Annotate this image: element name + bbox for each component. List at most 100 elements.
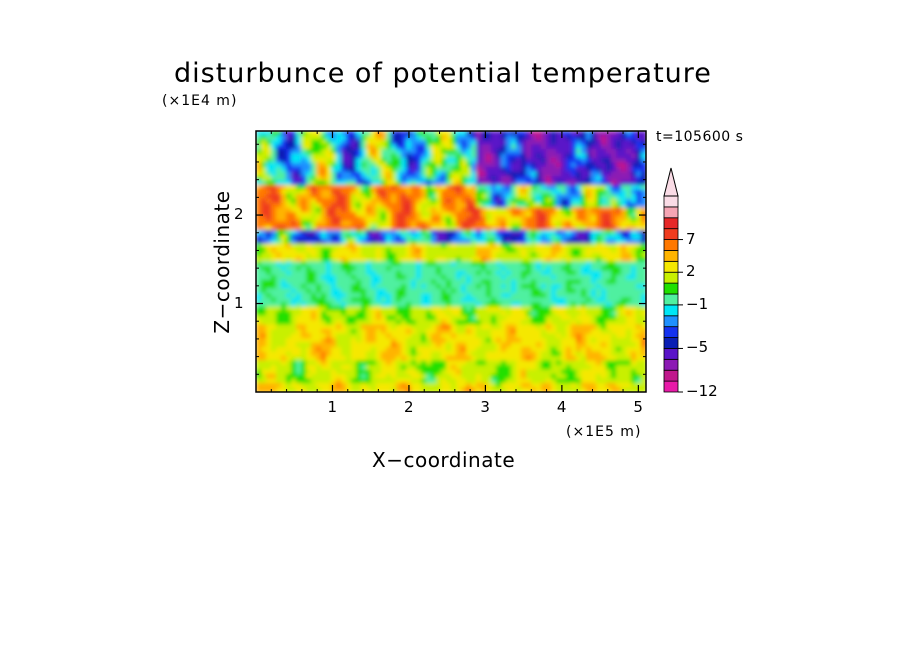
field-cell: [556, 378, 562, 384]
field-cell: [606, 194, 612, 200]
field-cell: [626, 347, 632, 353]
field-cell: [581, 176, 587, 182]
field-cell: [611, 324, 617, 330]
field-cell: [551, 162, 557, 168]
field-cell: [311, 302, 317, 308]
field-cell: [641, 311, 646, 317]
field-cell: [411, 216, 417, 222]
field-cell: [621, 207, 627, 213]
field-cell: [266, 284, 272, 290]
field-cell: [451, 230, 457, 236]
field-cell: [276, 171, 282, 177]
field-cell: [396, 270, 402, 276]
field-cell: [501, 275, 507, 281]
field-cell: [431, 306, 437, 312]
field-cell: [391, 270, 397, 276]
field-cell: [471, 194, 477, 200]
field-cell: [561, 365, 567, 371]
field-cell: [436, 302, 442, 308]
field-cell: [286, 252, 292, 258]
field-cell: [291, 167, 297, 173]
field-cell: [471, 270, 477, 276]
field-cell: [511, 315, 517, 321]
field-cell: [566, 252, 572, 258]
field-cell: [641, 378, 646, 384]
field-cell: [371, 374, 377, 380]
field-cell: [431, 180, 437, 186]
field-cell: [291, 185, 297, 191]
field-cell: [511, 387, 517, 392]
field-cell: [321, 185, 327, 191]
field-cell: [346, 234, 352, 240]
field-cell: [286, 212, 292, 218]
field-cell: [496, 324, 502, 330]
field-cell: [286, 266, 292, 272]
field-cell: [456, 311, 462, 317]
field-cell: [626, 383, 632, 389]
field-cell: [396, 207, 402, 213]
field-cell: [271, 320, 277, 326]
field-cell: [486, 252, 492, 258]
field-cell: [311, 140, 317, 146]
field-cell: [401, 270, 407, 276]
field-cell: [631, 167, 637, 173]
field-cell: [616, 198, 622, 204]
field-cell: [331, 234, 337, 240]
field-cell: [551, 131, 557, 137]
field-cell: [561, 189, 567, 195]
field-cell: [486, 324, 492, 330]
field-cell: [606, 216, 612, 222]
field-cell: [526, 329, 532, 335]
field-cell: [541, 279, 547, 285]
field-cell: [591, 243, 597, 249]
field-cell: [431, 185, 437, 191]
field-cell: [546, 248, 552, 254]
field-cell: [406, 198, 412, 204]
field-cell: [571, 342, 577, 348]
field-cell: [481, 203, 487, 209]
field-cell: [631, 288, 637, 294]
field-cell: [366, 203, 372, 209]
field-cell: [341, 356, 347, 362]
field-cell: [356, 171, 362, 177]
field-cell: [481, 189, 487, 195]
field-cell: [466, 221, 472, 227]
field-cell: [281, 131, 287, 137]
field-cell: [426, 351, 432, 357]
field-cell: [316, 266, 322, 272]
field-cell: [266, 243, 272, 249]
field-cell: [506, 279, 512, 285]
field-cell: [291, 221, 297, 227]
field-cell: [571, 324, 577, 330]
field-cell: [486, 257, 492, 263]
field-cell: [571, 144, 577, 150]
field-cell: [381, 153, 387, 159]
field-cell: [386, 288, 392, 294]
field-cell: [431, 324, 437, 330]
field-cell: [496, 198, 502, 204]
field-cell: [556, 135, 562, 141]
field-cell: [256, 356, 262, 362]
field-cell: [311, 311, 317, 317]
field-cell: [491, 365, 497, 371]
field-cell: [451, 311, 457, 317]
field-cell: [586, 338, 592, 344]
field-cell: [446, 356, 452, 362]
field-cell: [306, 266, 312, 272]
field-cell: [501, 252, 507, 258]
field-cell: [446, 360, 452, 366]
field-cell: [271, 383, 277, 389]
field-cell: [606, 248, 612, 254]
field-cell: [366, 207, 372, 213]
field-cell: [371, 297, 377, 303]
field-cell: [516, 315, 522, 321]
field-cell: [306, 369, 312, 375]
field-cell: [531, 158, 537, 164]
field-cell: [416, 171, 422, 177]
field-cell: [566, 243, 572, 249]
field-cell: [396, 140, 402, 146]
field-cell: [426, 374, 432, 380]
field-cell: [426, 234, 432, 240]
field-cell: [326, 387, 332, 392]
field-cell: [596, 158, 602, 164]
